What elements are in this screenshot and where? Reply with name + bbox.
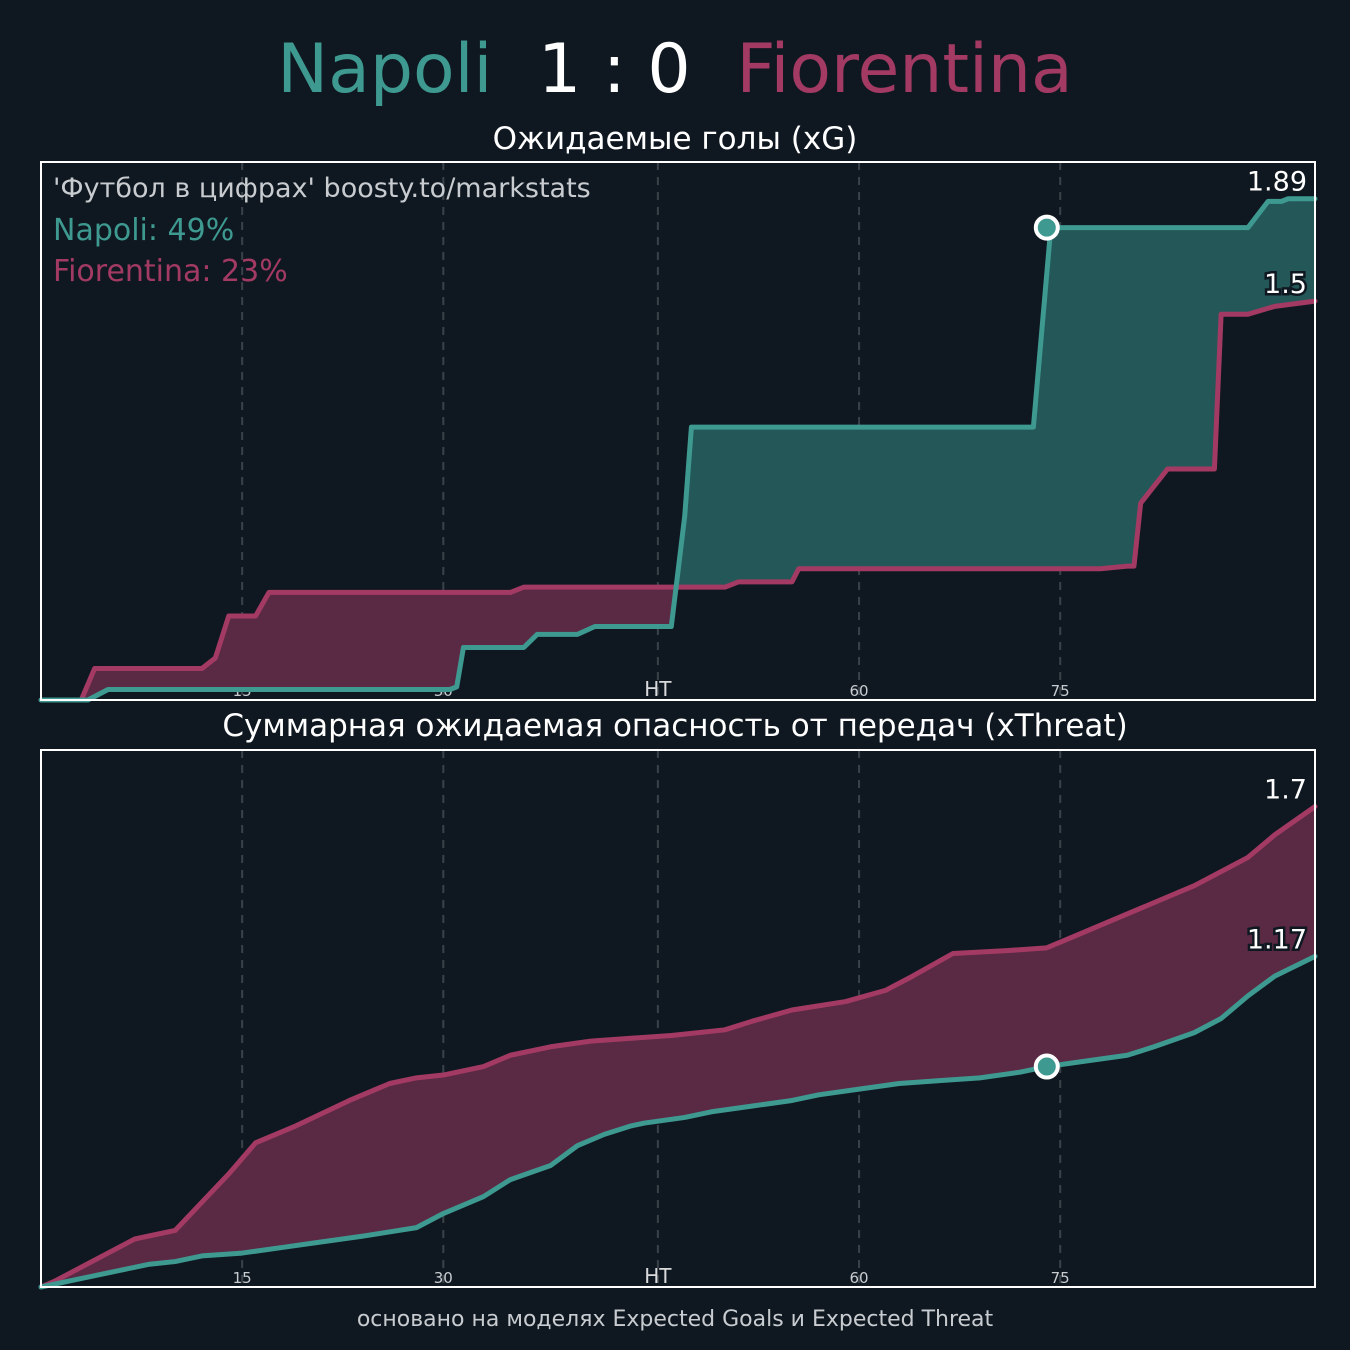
away-advantage-area (43, 806, 1315, 1287)
match-score: 1 : 0 (538, 30, 691, 109)
goal-marker (1033, 1053, 1060, 1080)
goal-marker (1033, 214, 1060, 241)
credit-text: 'Футбол в цифрах' boosty.to/markstats (53, 173, 591, 204)
home-team-name: Napoli (277, 30, 493, 109)
home-final-value: 1.17 (1247, 924, 1307, 955)
match-header: Napoli 1 : 0 Fiorentina (0, 28, 1350, 112)
chart-panel-xg: 15 30 HT 60 751.891.5'Футбол в цифрах' boost… (38, 161, 1318, 703)
tick-label: 30 (434, 1269, 453, 1287)
fiorentina-line (38, 298, 1318, 703)
plot-frame (40, 161, 1316, 701)
chart-panel-xthreat: 15 30 HT 60 75 1.17 1.7 (38, 749, 1318, 1290)
away-final-value: 1.7 (1264, 775, 1307, 806)
footer-note: основано на моделях Expected Goals и Exp… (356, 1307, 994, 1332)
fiorentina-line (38, 804, 1318, 1290)
xthreat-chart-title: Суммарная ожидаемая опасность от передач… (222, 708, 1128, 744)
home-final-value: 1.89 (1247, 167, 1307, 198)
plot-frame (40, 749, 1316, 1288)
napoli-line (38, 196, 1318, 703)
tick-label: 75 (1051, 682, 1070, 700)
away-team-name: Fiorentina (736, 30, 1073, 109)
xg-chart-title: Ожидаемые голы (xG) (492, 121, 858, 157)
home-advantage-area (678, 198, 1315, 588)
napoli-line (38, 953, 1318, 1290)
home-win-probability: Napoli: 49% (53, 213, 234, 248)
away-win-probability: Fiorentina: 23% (53, 254, 288, 289)
away-advantage-area (82, 571, 678, 700)
tick-label: 60 (849, 682, 868, 700)
tick-label: 60 (849, 1269, 868, 1287)
tick-label: 15 (233, 1269, 252, 1287)
tick-label: HT (644, 1264, 672, 1288)
tick-label: 75 (1051, 1269, 1070, 1287)
tick-label: HT (644, 677, 672, 701)
away-final-value: 1.5 (1264, 269, 1307, 300)
